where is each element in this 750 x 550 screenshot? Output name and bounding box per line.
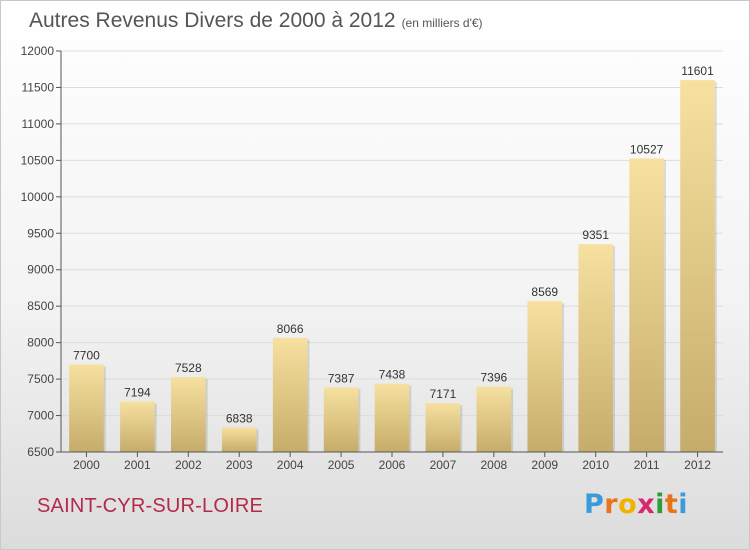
bar xyxy=(272,337,308,452)
bar xyxy=(374,383,410,452)
logo-letter: i xyxy=(655,489,665,520)
data-label: 9351 xyxy=(582,228,609,242)
logo-letter: i xyxy=(678,489,689,520)
data-label: 11601 xyxy=(681,64,714,78)
x-tick-label: 2001 xyxy=(124,458,151,472)
logo-letter: x xyxy=(637,489,656,520)
y-tick-label: 11000 xyxy=(22,117,55,131)
x-tick-label: 2012 xyxy=(684,458,711,472)
logo-letter: o xyxy=(618,489,638,520)
bar xyxy=(629,158,664,453)
data-label: 7171 xyxy=(430,387,457,401)
bar xyxy=(476,386,512,452)
data-label: 7528 xyxy=(175,361,202,375)
x-tick-label: 2007 xyxy=(430,458,457,472)
y-tick-label: 9500 xyxy=(27,226,54,240)
bar xyxy=(323,387,359,452)
y-tick-label: 11500 xyxy=(22,80,55,94)
x-tick-label: 2008 xyxy=(480,458,507,472)
logo-letter: t xyxy=(664,489,679,520)
logo-letter: P xyxy=(584,489,605,520)
bar xyxy=(69,364,104,452)
x-tick-label: 2003 xyxy=(226,458,253,472)
y-tick-label: 8500 xyxy=(27,299,54,313)
bars: 7700 7194 7528 6838 8066 7387 7438 7171 7396 8569… xyxy=(69,64,717,453)
y-tick-label: 9000 xyxy=(27,263,54,277)
data-label: 7438 xyxy=(379,368,406,382)
y-tick-label: 8000 xyxy=(27,336,54,350)
x-tick-label: 2010 xyxy=(582,458,609,472)
y-tick-label: 12000 xyxy=(21,44,55,58)
x-tick-label: 2000 xyxy=(73,458,100,472)
axes: 6500 7000 7500 8000 8500 9000 9500 10000 10500 11… xyxy=(21,44,723,472)
data-label: 8066 xyxy=(277,322,304,336)
y-tick-label: 6500 xyxy=(27,445,54,459)
chart-unit: (en milliers d'€) xyxy=(401,16,483,30)
y-tick-label: 7500 xyxy=(27,372,54,386)
bar xyxy=(170,377,206,452)
data-label: 7396 xyxy=(480,371,507,385)
data-label: 8569 xyxy=(531,285,558,299)
bar xyxy=(221,427,257,452)
bar xyxy=(680,80,715,452)
data-label: 7387 xyxy=(328,371,355,385)
y-tick-label: 7000 xyxy=(27,409,54,423)
data-label: 10527 xyxy=(630,142,664,156)
data-label: 6838 xyxy=(226,411,253,425)
x-tick-label: 2005 xyxy=(328,458,355,472)
data-label: 7194 xyxy=(124,385,151,399)
bar xyxy=(578,244,614,452)
commune-name: SAINT-CYR-SUR-LOIRE xyxy=(37,495,264,517)
bar xyxy=(120,401,155,452)
y-tick-label: 10000 xyxy=(21,190,55,204)
x-tick-label: 2009 xyxy=(531,458,558,472)
chart-title-text: Autres Revenus Divers de 2000 à 2012 xyxy=(29,9,396,32)
x-tick-label: 2002 xyxy=(175,458,202,472)
y-tick-label: 10500 xyxy=(21,153,55,167)
x-tick-label: 2006 xyxy=(379,458,406,472)
proxiti-logo: Proxiti xyxy=(584,489,688,520)
bar xyxy=(527,301,563,452)
chart-title: Autres Revenus Divers de 2000 à 2012 (en … xyxy=(29,9,483,33)
logo-letter: r xyxy=(604,489,619,520)
data-label: 7700 xyxy=(73,349,100,363)
x-tick-label: 2004 xyxy=(277,458,304,472)
x-tick-label: 2011 xyxy=(634,458,660,472)
bar xyxy=(425,403,461,452)
